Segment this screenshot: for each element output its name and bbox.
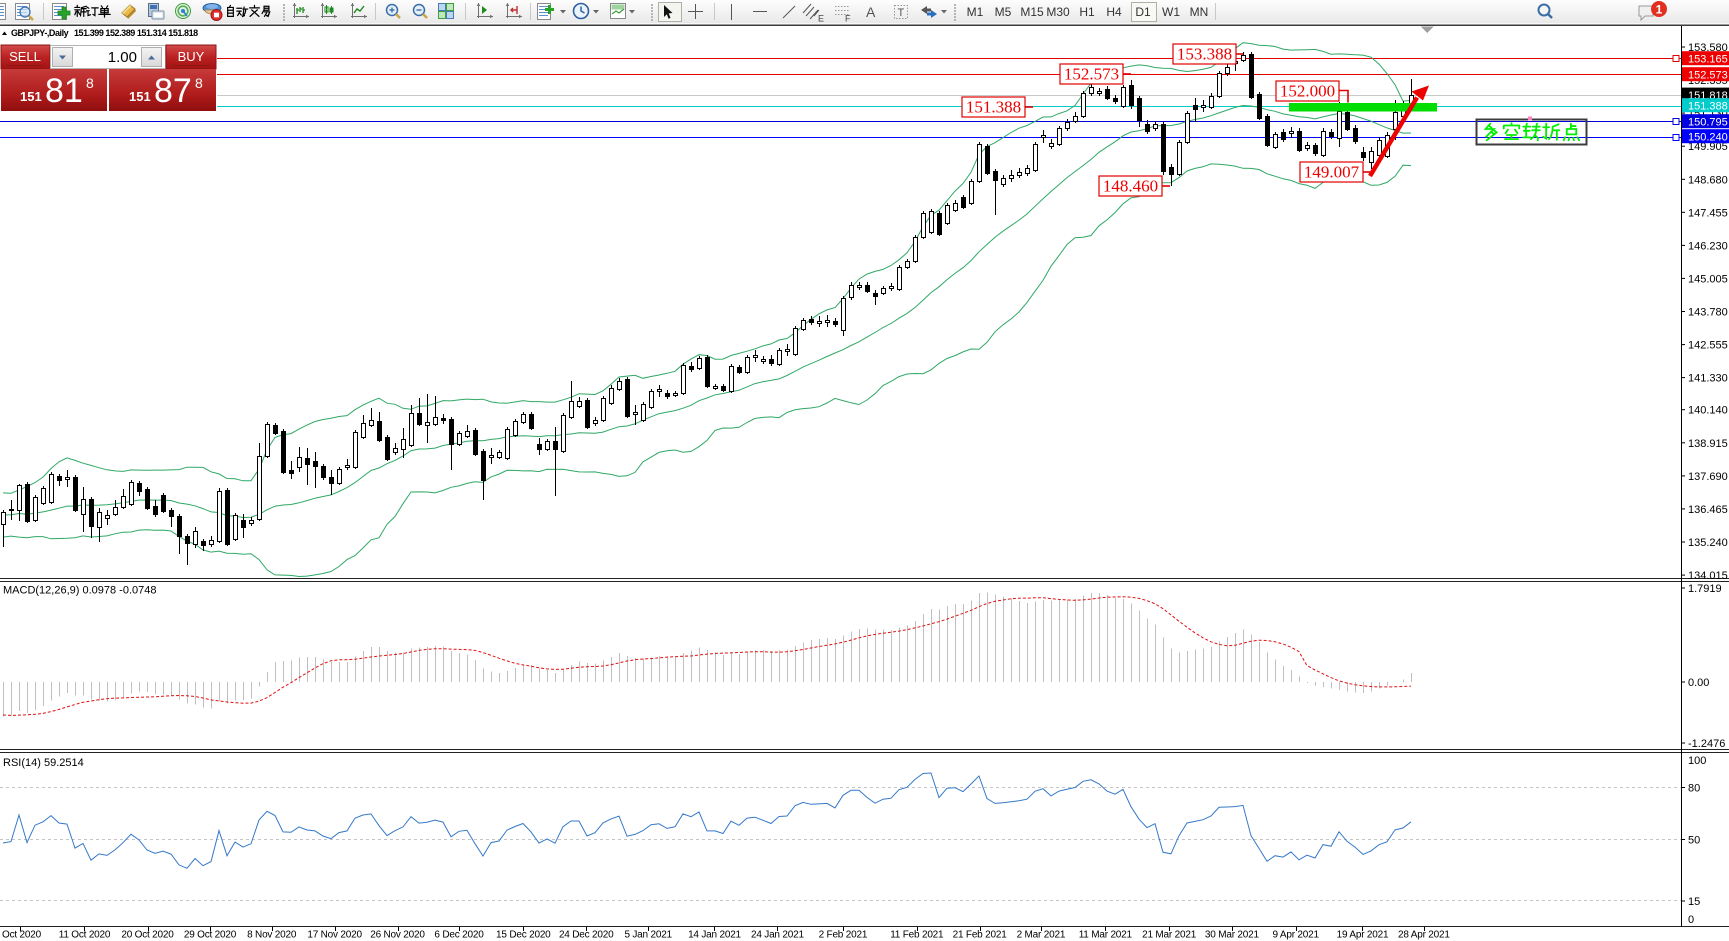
svg-text:21 Mar 2021: 21 Mar 2021 bbox=[1142, 930, 1197, 941]
svg-text:BUY: BUY bbox=[178, 49, 205, 64]
svg-text:152.000: 152.000 bbox=[1280, 82, 1335, 101]
svg-text:11 Oct 2020: 11 Oct 2020 bbox=[59, 930, 111, 941]
svg-text:140.140: 140.140 bbox=[1688, 405, 1728, 417]
svg-text:151.388: 151.388 bbox=[966, 98, 1021, 117]
svg-text:8 Nov 2020: 8 Nov 2020 bbox=[247, 930, 297, 941]
svg-text:149.007: 149.007 bbox=[1304, 163, 1360, 182]
svg-text:151.388: 151.388 bbox=[1688, 100, 1728, 112]
svg-text:6 Dec 2020: 6 Dec 2020 bbox=[434, 930, 484, 941]
svg-text:148.460: 148.460 bbox=[1103, 177, 1158, 196]
svg-text:153.165: 153.165 bbox=[1688, 53, 1728, 65]
svg-text:138.915: 138.915 bbox=[1688, 438, 1728, 450]
svg-text:0.00: 0.00 bbox=[1688, 677, 1709, 689]
svg-text:24 Dec 2020: 24 Dec 2020 bbox=[559, 930, 614, 941]
svg-text:H4: H4 bbox=[1106, 5, 1122, 19]
svg-text:151: 151 bbox=[129, 89, 151, 104]
svg-text:A: A bbox=[866, 4, 876, 20]
svg-text:135.240: 135.240 bbox=[1688, 537, 1728, 549]
svg-text:20 Oct 2020: 20 Oct 2020 bbox=[121, 930, 174, 941]
svg-text:17 Nov 2020: 17 Nov 2020 bbox=[307, 930, 362, 941]
svg-text:28 Apr 2021: 28 Apr 2021 bbox=[1398, 930, 1450, 941]
svg-text:T: T bbox=[898, 7, 905, 19]
svg-text:0: 0 bbox=[1688, 914, 1694, 926]
svg-text:136.465: 136.465 bbox=[1688, 504, 1728, 516]
svg-text:150.240: 150.240 bbox=[1688, 131, 1728, 143]
svg-text:50: 50 bbox=[1688, 835, 1700, 847]
svg-text:87: 87 bbox=[154, 72, 192, 110]
svg-text:24 Jan 2021: 24 Jan 2021 bbox=[751, 930, 804, 941]
svg-text:153.580: 153.580 bbox=[1688, 42, 1728, 54]
svg-text:80: 80 bbox=[1688, 783, 1700, 795]
svg-text:W1: W1 bbox=[1162, 5, 1180, 19]
svg-text:9 Apr 2021: 9 Apr 2021 bbox=[1273, 930, 1320, 941]
svg-text:M30: M30 bbox=[1046, 5, 1070, 19]
svg-text:26 Nov 2020: 26 Nov 2020 bbox=[370, 930, 425, 941]
svg-text:151.399 152.389 151.314 151.81: 151.399 152.389 151.314 151.818 bbox=[74, 28, 198, 38]
svg-text:152.573: 152.573 bbox=[1688, 69, 1728, 81]
svg-text:147.455: 147.455 bbox=[1688, 207, 1728, 219]
svg-text:142.555: 142.555 bbox=[1688, 340, 1728, 352]
svg-text:143.780: 143.780 bbox=[1688, 307, 1728, 319]
svg-text:F: F bbox=[845, 14, 851, 24]
svg-text:D1: D1 bbox=[1135, 5, 1151, 19]
svg-text:2 Mar 2021: 2 Mar 2021 bbox=[1017, 930, 1066, 941]
svg-text:148.680: 148.680 bbox=[1688, 174, 1728, 186]
svg-text:8: 8 bbox=[195, 75, 203, 91]
svg-text:14 Jan 2021: 14 Jan 2021 bbox=[688, 930, 741, 941]
svg-text:150.795: 150.795 bbox=[1688, 116, 1728, 128]
svg-text:Oct 2020: Oct 2020 bbox=[2, 930, 42, 941]
svg-text:SELL: SELL bbox=[9, 49, 41, 64]
svg-text:153.388: 153.388 bbox=[1177, 45, 1232, 64]
svg-text:146.230: 146.230 bbox=[1688, 240, 1728, 252]
svg-text:1.7919: 1.7919 bbox=[1688, 583, 1722, 595]
svg-text:2 Feb 2021: 2 Feb 2021 bbox=[819, 930, 868, 941]
svg-text:MACD(12,26,9) 0.0978 -0.0748: MACD(12,26,9) 0.0978 -0.0748 bbox=[3, 585, 156, 597]
svg-text:RSI(14) 59.2514: RSI(14) 59.2514 bbox=[3, 757, 84, 769]
svg-text:149.905: 149.905 bbox=[1688, 141, 1728, 153]
svg-text:M5: M5 bbox=[995, 5, 1012, 19]
svg-text:H1: H1 bbox=[1079, 5, 1095, 19]
svg-text:5 Jan 2021: 5 Jan 2021 bbox=[624, 930, 672, 941]
svg-text:100: 100 bbox=[1688, 755, 1706, 767]
svg-text:134.015: 134.015 bbox=[1688, 570, 1728, 582]
svg-text:11 Mar 2021: 11 Mar 2021 bbox=[1079, 930, 1133, 941]
svg-text:137.690: 137.690 bbox=[1688, 471, 1728, 483]
svg-text:GBPJPY-,Daily: GBPJPY-,Daily bbox=[11, 28, 69, 38]
svg-text:15: 15 bbox=[1688, 896, 1700, 908]
svg-text:21 Feb 2021: 21 Feb 2021 bbox=[953, 930, 1008, 941]
svg-text:15 Dec 2020: 15 Dec 2020 bbox=[496, 930, 551, 941]
svg-text:-1.2476: -1.2476 bbox=[1688, 738, 1725, 750]
svg-text:1.00: 1.00 bbox=[108, 49, 137, 66]
svg-text:11 Feb 2021: 11 Feb 2021 bbox=[890, 930, 944, 941]
svg-text:141.330: 141.330 bbox=[1688, 373, 1728, 385]
svg-text:MN: MN bbox=[1190, 5, 1209, 19]
svg-text:1: 1 bbox=[1656, 3, 1663, 17]
svg-text:8: 8 bbox=[86, 75, 94, 91]
svg-text:M15: M15 bbox=[1020, 5, 1044, 19]
svg-text:145.005: 145.005 bbox=[1688, 273, 1728, 285]
svg-text:E: E bbox=[818, 14, 824, 24]
svg-text:151: 151 bbox=[20, 89, 42, 104]
svg-text:30 Mar 2021: 30 Mar 2021 bbox=[1205, 930, 1260, 941]
svg-text:19 Apr 2021: 19 Apr 2021 bbox=[1337, 930, 1389, 941]
svg-text:81: 81 bbox=[45, 72, 83, 110]
svg-text:152.573: 152.573 bbox=[1064, 65, 1119, 84]
svg-text:29 Oct 2020: 29 Oct 2020 bbox=[184, 930, 237, 941]
svg-text:M1: M1 bbox=[967, 5, 984, 19]
